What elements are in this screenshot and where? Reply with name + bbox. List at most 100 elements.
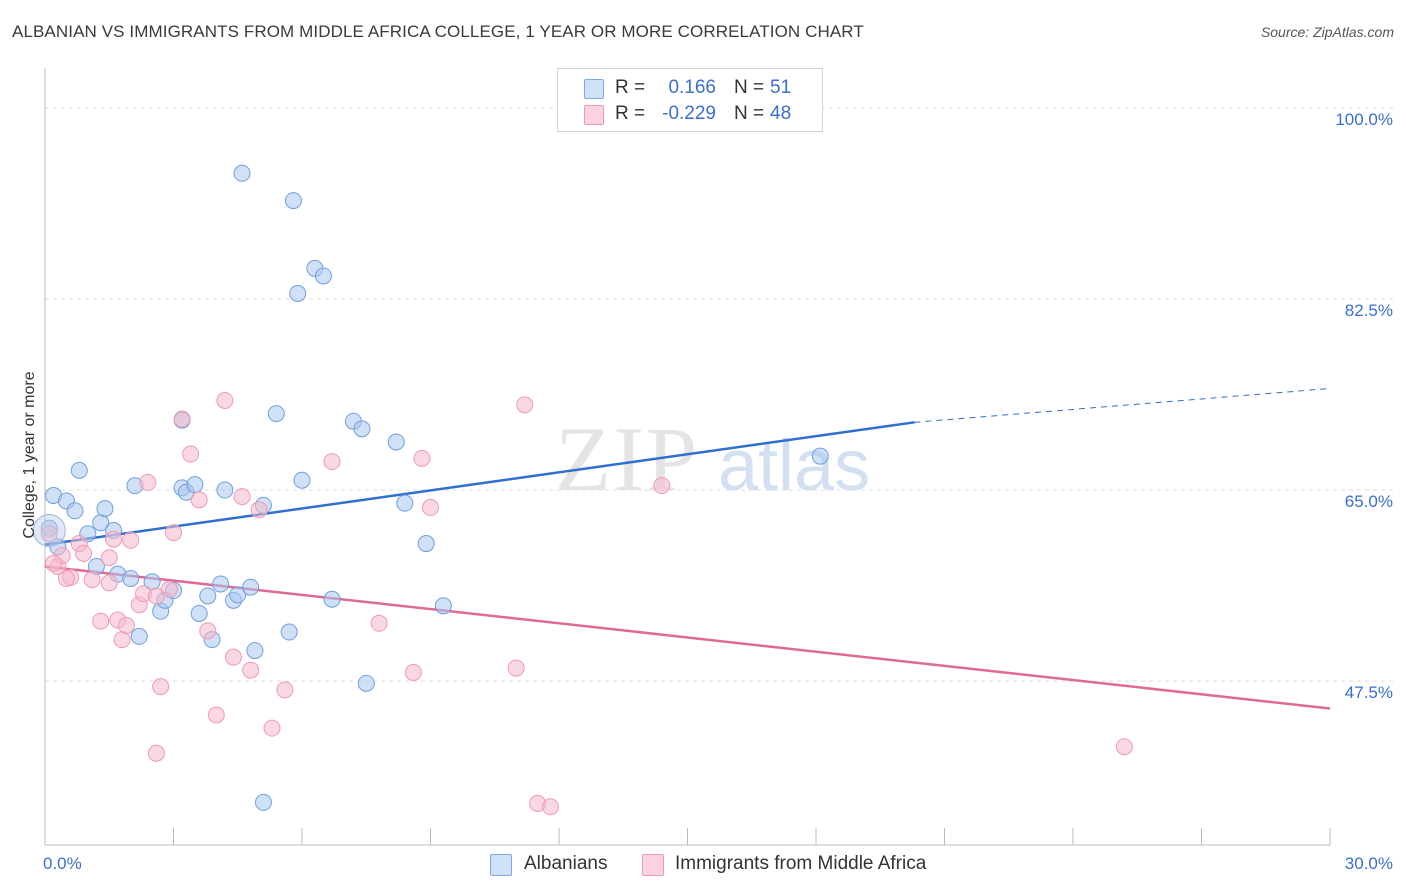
bottom-legend-label: Albanians [524,853,608,874]
middle-africa-point [100,549,118,567]
albanian-point [289,284,307,302]
y-tick-label: 82.5% [1345,301,1393,320]
albanian-point [190,604,208,622]
legend-n-label: N = [734,77,765,98]
chart-title: ALBANIAN VS IMMIGRANTS FROM MIDDLE AFRIC… [12,22,864,41]
middle-africa-point [404,663,422,681]
middle-africa-point [75,544,93,562]
middle-africa-trend-line [44,565,1331,710]
middle-africa-point [92,612,110,630]
middle-africa-point [216,391,234,409]
y-tick-label: 65.0% [1345,492,1393,511]
albanian-point [233,164,251,182]
legend-r-label: R = [615,77,646,98]
y-axis-title: College, 1 year or more [21,371,38,538]
grid-lines [45,107,1395,682]
middle-africa-point [413,449,431,467]
middle-africa-point [100,574,118,592]
y-tick-label: 47.5% [1345,683,1393,702]
albanian-point [70,461,88,479]
middle-africa-point [45,554,63,572]
middle-africa-point [139,473,157,491]
albanian-point [323,590,341,608]
albanian-point [212,575,230,593]
trend-lines [44,387,1331,710]
albanian-point [811,447,829,465]
albanian-point [199,587,217,605]
axes [44,68,1331,846]
albanian-trend-extension [914,387,1331,423]
albanian-point [434,597,452,615]
bottom-legend-label: Immigrants from Middle Africa [675,853,927,874]
x-tick-label: 30.0% [1345,854,1393,873]
middle-africa-point [1115,738,1133,756]
albanian-point [314,267,332,285]
legend-r-value: -0.229 [662,103,716,124]
middle-africa-point [83,571,101,589]
albanian-point [254,793,272,811]
middle-africa-point [242,661,260,679]
correlation-legend: R = 0.166 N = 51 R = -0.229 N = 48 [557,68,823,132]
albanian-trend-line [44,421,915,546]
middle-africa-point [122,531,140,549]
middle-africa-point [422,499,439,517]
albanian-point [357,674,375,692]
middle-africa-point [160,580,178,598]
legend-n-value: 51 [770,77,792,98]
middle-africa-point [57,570,75,588]
middle-africa-point [152,678,170,696]
middle-africa-point [40,525,58,543]
axis-labels: 47.5% 65.0% 82.5% 100.0% 0.0% 30.0% College, 1… [21,110,1393,873]
middle-africa-point [165,524,182,542]
middle-africa-point [173,410,191,428]
albanian-point [284,192,302,210]
albanian-point [242,578,260,596]
legend-r-label: R = [615,103,646,124]
middle-africa-point [653,477,671,495]
middle-africa-point [370,614,388,632]
albanian-point [396,494,414,512]
middle-africa-point [507,659,525,677]
middle-africa-point [105,530,123,548]
middle-africa-point [190,491,208,509]
middle-africa-point [250,501,268,519]
middle-africa-point [207,706,225,724]
middle-africa-point [233,488,251,506]
middle-africa-point [263,719,281,737]
middle-africa-point [541,798,559,816]
albanian-point [229,586,247,604]
albanian-point [216,481,234,499]
bottom-legend-swatch-albanians [490,854,512,876]
legend-row-albanians: R = 0.166 N = 51 [558,75,822,101]
legend-n-label: N = [734,103,765,124]
x-tick-label: 0.0% [43,854,82,873]
watermark-zip: ZIP [555,408,699,510]
middle-africa-point [147,744,165,762]
albanian-point [130,627,148,645]
middle-africa-point [516,396,534,414]
albanian-point [267,405,285,423]
bottom-legend-swatch-middle-africa [642,854,664,876]
albanian-point [280,623,298,641]
middle-africa-point [276,681,294,699]
middle-africa-point [182,445,200,463]
albanian-point [186,476,204,494]
legend-swatch-middle-africa [584,105,604,125]
albanian-point [417,535,435,553]
legend-r-value: 0.166 [668,77,716,98]
albanian-point [293,471,311,489]
legend-n-value: 48 [770,103,792,124]
data-points [32,164,1133,816]
albanian-point [353,420,371,438]
middle-africa-point [224,648,242,666]
middle-africa-point [113,631,131,649]
albanian-point [122,570,140,588]
albanian-point [246,642,264,660]
albanian-point [96,500,114,518]
legend-row-middle-africa: R = -0.229 N = 48 [558,101,822,127]
albanian-point [387,433,405,451]
middle-africa-point [117,616,135,634]
middle-africa-point [323,453,341,471]
middle-africa-point [199,622,217,640]
